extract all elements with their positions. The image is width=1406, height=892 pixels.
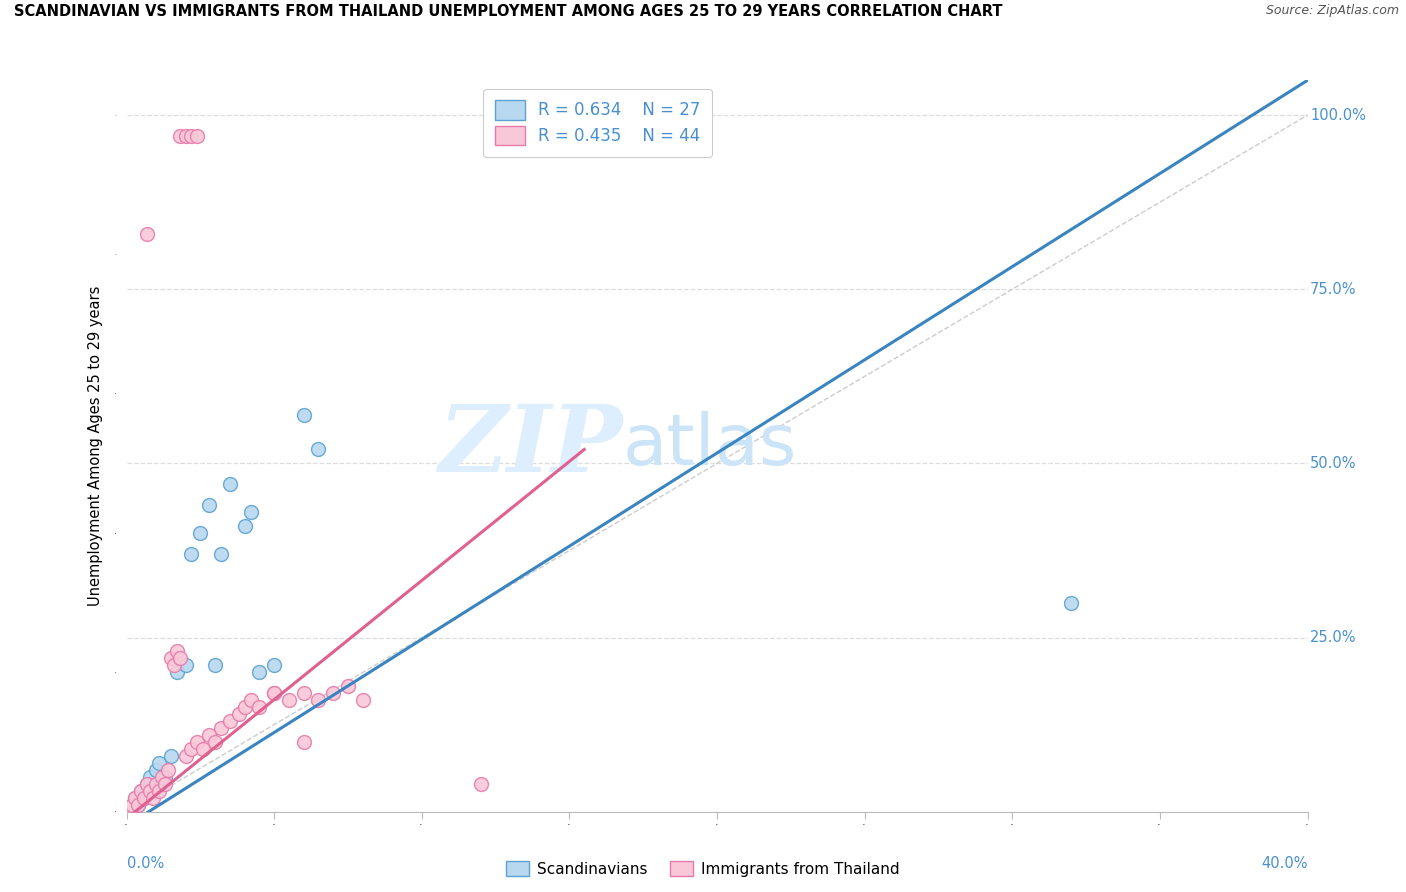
Point bbox=[233, 519, 256, 533]
Point bbox=[166, 644, 188, 658]
Point bbox=[174, 749, 197, 764]
Point bbox=[145, 763, 167, 777]
Point bbox=[129, 784, 153, 798]
Legend: Scandinavians, Immigrants from Thailand: Scandinavians, Immigrants from Thailand bbox=[499, 853, 907, 884]
Text: Source: ZipAtlas.com: Source: ZipAtlas.com bbox=[1265, 4, 1399, 18]
Point bbox=[134, 790, 156, 805]
Point bbox=[204, 658, 226, 673]
Point bbox=[188, 526, 211, 541]
Text: 0.0%: 0.0% bbox=[127, 855, 163, 871]
Y-axis label: Unemployment Among Ages 25 to 29 years: Unemployment Among Ages 25 to 29 years bbox=[89, 285, 104, 607]
Text: 100.0%: 100.0% bbox=[1310, 108, 1365, 122]
Point bbox=[142, 784, 165, 798]
Point bbox=[127, 797, 149, 812]
Point bbox=[574, 108, 596, 122]
Point bbox=[239, 693, 262, 707]
Legend: R = 0.634    N = 27, R = 0.435    N = 44: R = 0.634 N = 27, R = 0.435 N = 44 bbox=[484, 88, 713, 157]
Point bbox=[322, 686, 344, 700]
Point bbox=[139, 784, 162, 798]
Point bbox=[1060, 596, 1083, 610]
Text: SCANDINAVIAN VS IMMIGRANTS FROM THAILAND UNEMPLOYMENT AMONG AGES 25 TO 29 YEARS : SCANDINAVIAN VS IMMIGRANTS FROM THAILAND… bbox=[14, 4, 1002, 20]
Point bbox=[307, 693, 329, 707]
Point bbox=[247, 665, 270, 680]
Point bbox=[180, 547, 202, 561]
Point bbox=[163, 658, 186, 673]
Point bbox=[174, 658, 197, 673]
Point bbox=[139, 770, 162, 784]
Point bbox=[169, 128, 191, 143]
Point bbox=[145, 777, 167, 791]
Point bbox=[292, 686, 315, 700]
Point bbox=[186, 735, 208, 749]
Point bbox=[239, 505, 262, 519]
Point bbox=[247, 700, 270, 714]
Point bbox=[263, 658, 285, 673]
Point bbox=[159, 749, 183, 764]
Point bbox=[233, 700, 256, 714]
Point bbox=[352, 693, 374, 707]
Point bbox=[174, 128, 197, 143]
Text: 75.0%: 75.0% bbox=[1310, 282, 1357, 297]
Point bbox=[159, 651, 183, 665]
Point bbox=[134, 790, 156, 805]
Point bbox=[136, 227, 159, 241]
Point bbox=[263, 686, 285, 700]
Point bbox=[228, 707, 250, 722]
Point bbox=[219, 714, 242, 728]
Text: 50.0%: 50.0% bbox=[1310, 456, 1357, 471]
Point bbox=[209, 721, 232, 735]
Point bbox=[209, 547, 232, 561]
Point bbox=[127, 797, 149, 812]
Point bbox=[142, 790, 165, 805]
Point bbox=[148, 756, 170, 770]
Point bbox=[124, 790, 146, 805]
Point bbox=[186, 128, 208, 143]
Point bbox=[180, 128, 202, 143]
Point bbox=[292, 408, 315, 422]
Point bbox=[166, 665, 188, 680]
Point bbox=[198, 498, 221, 512]
Point bbox=[148, 784, 170, 798]
Point bbox=[153, 777, 176, 791]
Text: 40.0%: 40.0% bbox=[1261, 855, 1308, 871]
Point bbox=[198, 728, 221, 742]
Point bbox=[169, 651, 191, 665]
Text: ZIP: ZIP bbox=[439, 401, 623, 491]
Point bbox=[193, 742, 215, 756]
Text: atlas: atlas bbox=[623, 411, 797, 481]
Point bbox=[180, 742, 202, 756]
Point bbox=[150, 770, 173, 784]
Point bbox=[153, 770, 176, 784]
Point bbox=[219, 477, 242, 491]
Point bbox=[121, 797, 143, 812]
Point bbox=[136, 777, 159, 791]
Point bbox=[307, 442, 329, 457]
Point bbox=[136, 777, 159, 791]
Text: 25.0%: 25.0% bbox=[1310, 630, 1357, 645]
Point bbox=[470, 777, 492, 791]
Point bbox=[292, 735, 315, 749]
Point bbox=[124, 790, 146, 805]
Point bbox=[129, 784, 153, 798]
Point bbox=[263, 686, 285, 700]
Point bbox=[337, 679, 360, 693]
Point bbox=[278, 693, 301, 707]
Point bbox=[204, 735, 226, 749]
Point bbox=[156, 763, 179, 777]
